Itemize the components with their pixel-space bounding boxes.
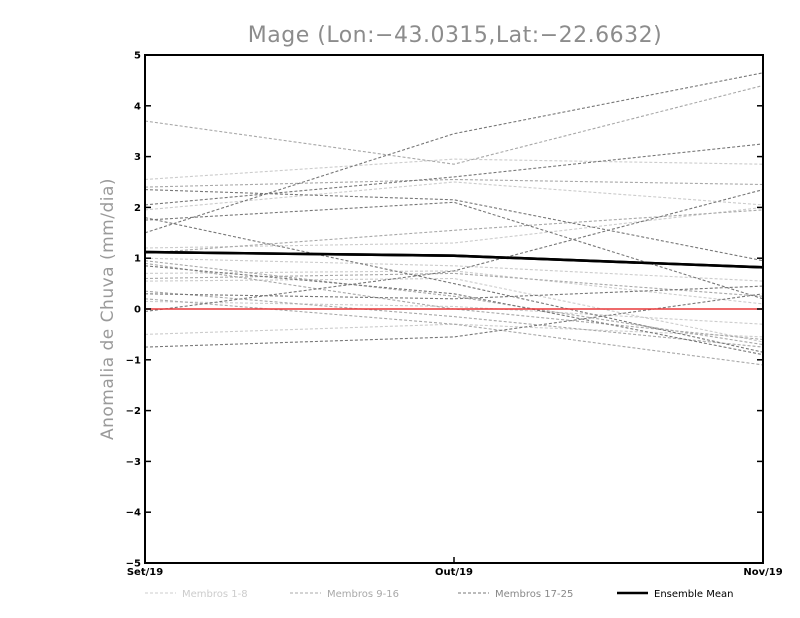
member-line	[144, 143, 764, 206]
legend-label: Membros 9-16	[327, 589, 399, 600]
member-line	[144, 158, 764, 181]
member-line	[144, 189, 764, 262]
x-axis: Set/19 Out/19 Nov/19	[127, 557, 783, 578]
ensemble-mean-line-top	[144, 250, 764, 269]
member-line	[144, 201, 764, 300]
member-line	[144, 178, 764, 188]
member-line	[144, 257, 764, 282]
y-tick-label: 5	[134, 51, 141, 62]
member-line	[144, 260, 764, 346]
x-tick-label: Set/19	[127, 567, 163, 578]
member-line	[144, 277, 764, 343]
y-axis: −5 −4 −3 −2 −1 0 1 2 3 4 5	[126, 51, 763, 570]
legend: Membros 1-8 Membros 9-16 Membros 17-25 Ense…	[145, 589, 733, 600]
member-line	[144, 181, 764, 211]
member-line	[144, 262, 764, 341]
x-tick-label: Nov/19	[743, 567, 782, 578]
x-tick-label: Out/19	[435, 567, 473, 578]
member-line	[144, 300, 764, 325]
y-tick-label: 4	[134, 101, 141, 112]
member-line	[144, 84, 764, 165]
member-line	[144, 189, 764, 313]
member-line	[144, 323, 764, 338]
member-line	[144, 270, 764, 305]
member-line	[144, 72, 764, 234]
y-tick-label: −1	[126, 355, 141, 366]
member-line	[144, 206, 764, 249]
member-line	[144, 272, 764, 297]
y-axis-label: Anomalia de Chuva (mm/dia)	[98, 178, 118, 440]
member-line	[144, 285, 764, 300]
legend-label: Membros 1-8	[182, 589, 248, 600]
y-tick-label: −3	[126, 457, 141, 468]
member-line	[144, 209, 764, 254]
member-line	[144, 298, 764, 366]
member-line	[144, 293, 764, 348]
y-tick-label: 1	[134, 254, 141, 265]
y-tick-label: −4	[126, 508, 141, 519]
y-tick-label: 3	[134, 152, 141, 163]
member-line	[144, 265, 764, 356]
y-tick-label: 0	[134, 305, 141, 316]
plot-lines	[144, 72, 764, 366]
y-tick-label: 2	[134, 203, 141, 214]
member-line	[144, 217, 764, 353]
y-tick-label: −5	[126, 559, 141, 570]
legend-label: Ensemble Mean	[654, 589, 733, 600]
member-line	[144, 290, 764, 348]
y-tick-label: −2	[126, 406, 141, 417]
chart-title: Mage (Lon:−43.0315,Lat:−22.6632)	[248, 23, 662, 48]
legend-label: Membros 17-25	[495, 589, 573, 600]
